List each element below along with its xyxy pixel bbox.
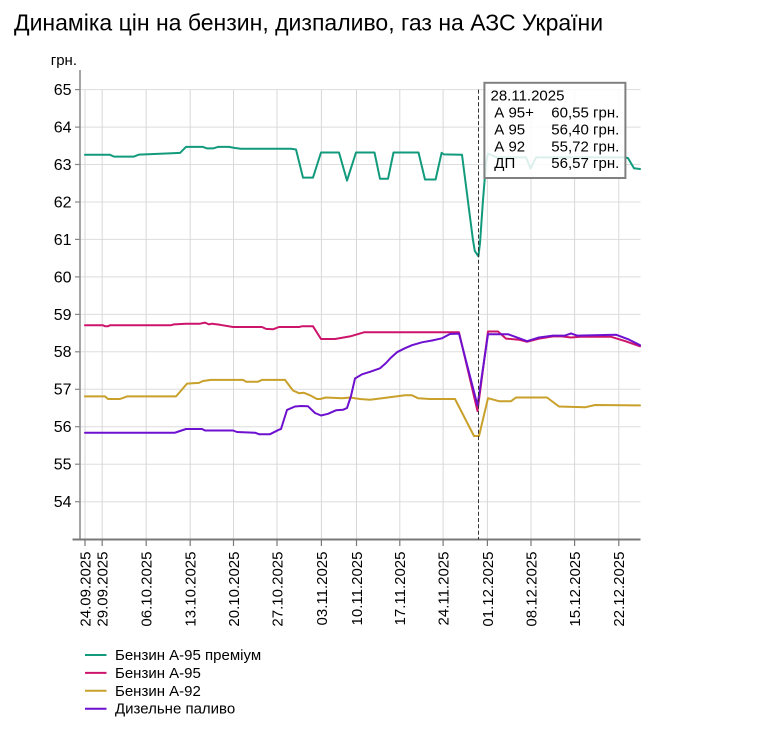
svg-text:20.10.2025: 20.10.2025 (226, 552, 243, 627)
svg-text:57: 57 (54, 382, 72, 399)
svg-text:28.11.2025: 28.11.2025 (491, 88, 565, 105)
svg-text:62: 62 (54, 194, 72, 211)
svg-text:грн.: грн. (51, 52, 77, 69)
svg-text:61: 61 (54, 232, 72, 249)
svg-text:15.12.2025: 15.12.2025 (567, 552, 584, 627)
svg-text:13.10.2025: 13.10.2025 (183, 552, 200, 627)
svg-text:Бензин А-95 преміум: Бензин А-95 преміум (115, 647, 261, 664)
svg-text:27.10.2025: 27.10.2025 (269, 552, 286, 627)
svg-text:54: 54 (54, 494, 72, 511)
svg-text:10.11.2025: 10.11.2025 (349, 552, 366, 626)
svg-text:А 95: А 95 (494, 121, 525, 138)
svg-text:60,55 грн.: 60,55 грн. (551, 105, 619, 122)
svg-text:08.12.2025: 08.12.2025 (523, 552, 540, 627)
svg-text:03.11.2025: 03.11.2025 (314, 552, 331, 626)
svg-text:Бензин А-95: Бензин А-95 (115, 665, 201, 682)
svg-text:Дизельне паливо: Дизельне паливо (115, 701, 235, 718)
svg-text:55,72 грн.: 55,72 грн. (551, 138, 619, 155)
svg-text:06.10.2025: 06.10.2025 (139, 552, 156, 627)
svg-text:59: 59 (54, 307, 72, 324)
svg-text:22.12.2025: 22.12.2025 (611, 552, 628, 627)
svg-text:01.12.2025: 01.12.2025 (480, 552, 497, 627)
svg-text:65: 65 (54, 82, 72, 99)
svg-text:60: 60 (54, 269, 72, 286)
svg-text:24.09.2025: 24.09.2025 (77, 552, 94, 627)
svg-text:64: 64 (54, 120, 72, 137)
svg-text:24.11.2025: 24.11.2025 (436, 552, 453, 626)
svg-text:17.11.2025: 17.11.2025 (392, 552, 409, 626)
svg-text:63: 63 (54, 157, 72, 174)
svg-text:А 92: А 92 (494, 138, 525, 155)
svg-text:Бензин А-92: Бензин А-92 (115, 683, 201, 700)
svg-text:56,57 грн.: 56,57 грн. (551, 155, 619, 172)
svg-text:55: 55 (54, 457, 72, 474)
svg-text:58: 58 (54, 344, 72, 361)
svg-text:ДП: ДП (494, 155, 515, 172)
svg-text:Динаміка цін на бензин, дизпал: Динаміка цін на бензин, дизпаливо, газ н… (14, 10, 603, 36)
svg-text:56: 56 (54, 419, 72, 436)
svg-text:А 95+: А 95+ (494, 105, 534, 122)
svg-text:29.09.2025: 29.09.2025 (95, 552, 112, 627)
svg-text:56,40 грн.: 56,40 грн. (551, 121, 619, 138)
